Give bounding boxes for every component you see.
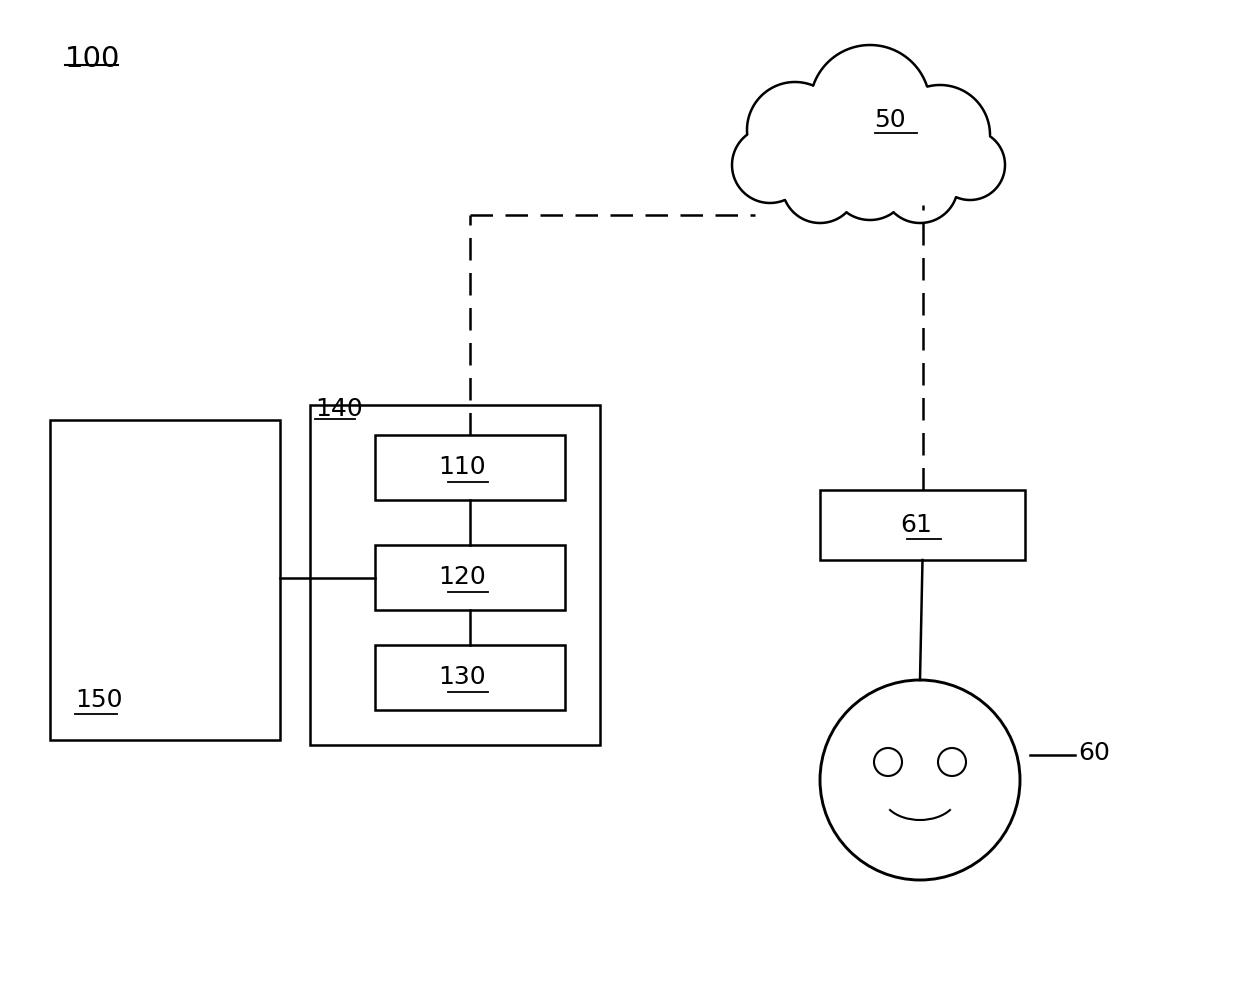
Circle shape [830, 140, 910, 220]
Circle shape [810, 45, 930, 165]
Text: 50: 50 [874, 108, 905, 132]
Text: 110: 110 [438, 455, 486, 480]
Text: 61: 61 [900, 513, 932, 537]
Circle shape [746, 82, 843, 178]
Bar [374, 645, 565, 710]
Text: 150: 150 [74, 688, 123, 712]
Bar [374, 435, 565, 500]
Circle shape [882, 147, 959, 223]
Text: 130: 130 [438, 666, 486, 689]
Bar [50, 420, 280, 740]
Circle shape [935, 130, 1004, 200]
Text: 100: 100 [64, 45, 120, 73]
Bar [310, 405, 600, 745]
Text: 120: 120 [438, 565, 486, 589]
Circle shape [890, 85, 990, 185]
Bar [820, 490, 1025, 560]
Circle shape [732, 127, 808, 203]
Text: 140: 140 [315, 397, 363, 421]
Bar [374, 545, 565, 610]
Text: 60: 60 [1078, 741, 1110, 765]
Circle shape [782, 147, 858, 223]
